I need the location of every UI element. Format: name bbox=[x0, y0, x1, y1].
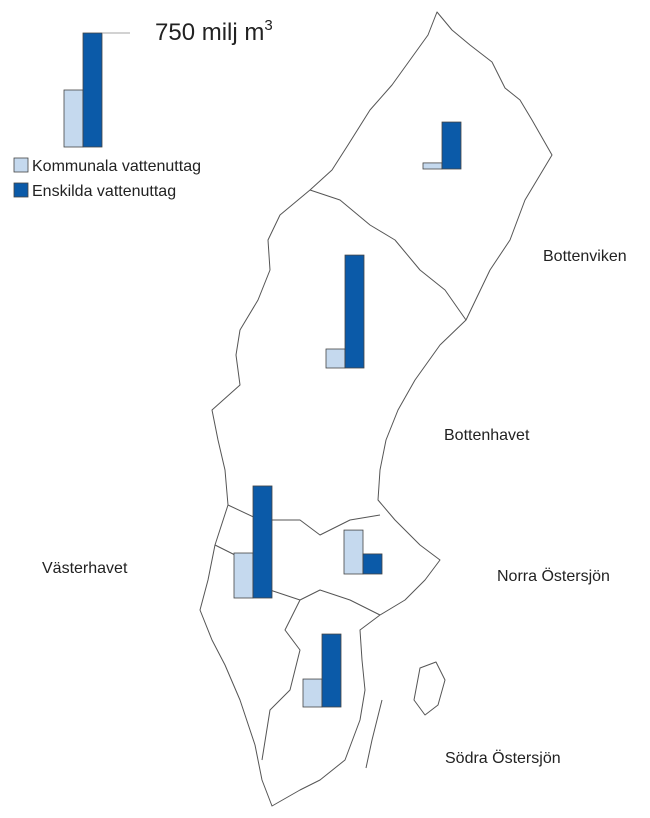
bar bbox=[63, 89, 84, 148]
region-border bbox=[261, 599, 301, 761]
bar bbox=[344, 254, 365, 369]
bar bbox=[82, 32, 103, 148]
country-outline bbox=[199, 11, 553, 807]
bar bbox=[325, 348, 346, 369]
bar bbox=[321, 633, 342, 708]
region-label: Södra Östersjön bbox=[445, 749, 561, 767]
scale-label: 750 milj m3 bbox=[155, 17, 273, 46]
island bbox=[413, 661, 446, 716]
region-label: Norra Östersjön bbox=[497, 567, 610, 585]
legend-swatch bbox=[13, 182, 29, 198]
region-border bbox=[309, 189, 467, 321]
island bbox=[365, 699, 383, 769]
legend-swatch bbox=[13, 157, 29, 173]
region-label: Bottenhavet bbox=[444, 427, 530, 444]
bar bbox=[422, 162, 443, 170]
bar bbox=[362, 553, 383, 575]
legend-label: Kommunala vattenuttag bbox=[32, 158, 201, 175]
bar bbox=[233, 552, 254, 599]
bar bbox=[252, 485, 273, 599]
legend-label: Enskilda vattenuttag bbox=[32, 183, 176, 200]
region-label: Bottenviken bbox=[543, 248, 627, 265]
bar bbox=[441, 121, 462, 170]
region-label: Västerhavet bbox=[42, 560, 128, 577]
bar bbox=[302, 678, 323, 708]
bar bbox=[343, 529, 364, 575]
